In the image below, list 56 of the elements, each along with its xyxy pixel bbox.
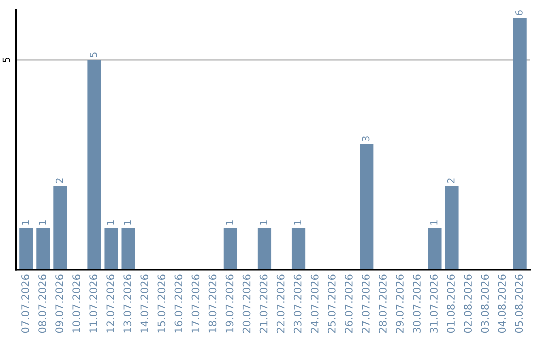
data-label: 6 [516, 10, 523, 16]
bar [258, 228, 272, 270]
bar [292, 228, 306, 270]
bar [445, 186, 459, 270]
data-label: 5 [90, 52, 98, 58]
x-tick-label: 21.07.2026 [260, 274, 268, 334]
x-tick-label: 02.08.2026 [464, 274, 472, 334]
data-label: 1 [124, 220, 132, 225]
data-label: 1 [107, 220, 114, 225]
x-tick-label: 05.08.2026 [515, 274, 524, 334]
x-tick-label: 12.07.2026 [106, 274, 115, 333]
x-tick-label: 23.07.2026 [294, 274, 302, 334]
data-label: 1 [294, 220, 302, 225]
x-tick-label: 04.08.2026 [498, 274, 506, 334]
data-label: 3 [362, 136, 370, 142]
x-tick-label: 20.07.2026 [242, 274, 251, 334]
x-tick-label: 16.07.2026 [174, 274, 183, 333]
data-label: 1 [260, 220, 268, 225]
bar [88, 60, 102, 270]
x-tick-label: 08.07.2026 [38, 274, 46, 334]
x-tick-label: 10.07.2026 [72, 274, 81, 333]
x-tick-label: 01.08.2026 [447, 274, 455, 334]
x-tick-label: 17.07.2026 [192, 274, 200, 333]
x-tick-label: 18.07.2026 [208, 274, 217, 333]
data-label: 1 [39, 220, 46, 225]
bar [224, 228, 238, 270]
x-tick-label: 31.07.2026 [430, 274, 438, 333]
bar [104, 228, 118, 270]
bar [20, 228, 34, 270]
x-tick-label: 29.07.2026 [396, 274, 404, 334]
x-tick-label: 28.07.2026 [379, 274, 387, 334]
data-label: 1 [22, 220, 30, 225]
bar [54, 186, 68, 270]
bar [360, 144, 374, 270]
x-tick-label: 15.07.2026 [158, 274, 166, 333]
x-tick-label: 22.07.2026 [276, 274, 285, 334]
x-tick-label: 03.08.2026 [481, 274, 490, 334]
x-tick-label: 09.07.2026 [56, 274, 64, 334]
data-label: 1 [430, 220, 438, 225]
x-tick-label: 30.07.2026 [413, 274, 421, 333]
bar [36, 228, 50, 270]
data-label: 1 [226, 220, 234, 225]
data-label: 2 [447, 178, 455, 184]
x-tick-label: 13.07.2026 [124, 274, 132, 333]
bar [428, 228, 442, 270]
x-tick-label: 25.07.2026 [328, 274, 336, 334]
x-tick-label: 27.07.2026 [362, 274, 370, 334]
bar [513, 18, 527, 270]
x-tick-label: 24.07.2026 [310, 274, 319, 334]
bar [122, 228, 136, 270]
x-tick-label: 07.07.2026 [22, 274, 30, 334]
x-tick-label: 11.07.2026 [90, 274, 98, 333]
x-tick-label: 19.07.2026 [226, 274, 234, 333]
data-label: 2 [56, 178, 64, 184]
x-tick-label: 26.07.2026 [344, 274, 353, 334]
x-tick-label: 14.07.2026 [140, 274, 149, 333]
